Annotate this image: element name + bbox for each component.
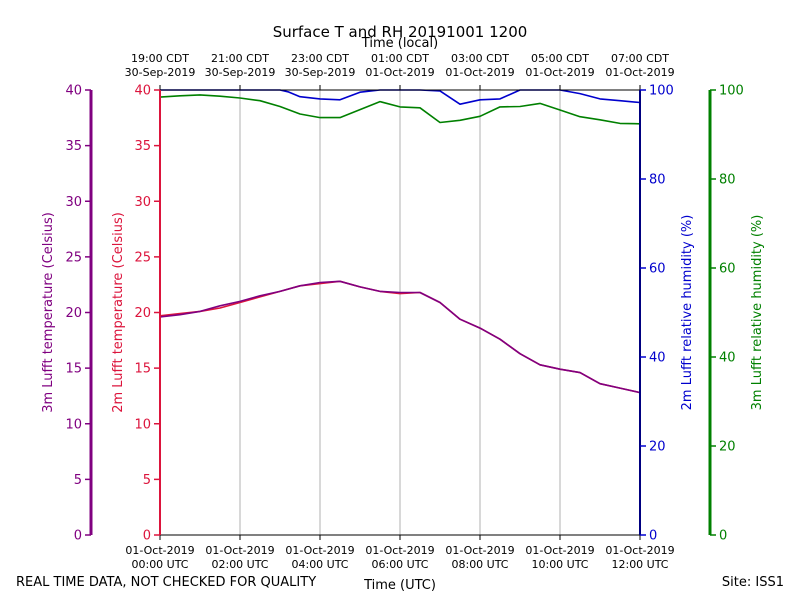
chart-title: Surface T and RH 20191001 1200	[273, 23, 528, 41]
x-tick-label-date: 01-Oct-2019	[205, 544, 274, 557]
y-tick-label-rh3m: 0	[719, 529, 727, 544]
y-tick-label-rh2m: 80	[649, 173, 666, 188]
x-tick-label-time: 04:00 UTC	[291, 558, 348, 571]
y-tick-label-rh2m: 40	[649, 351, 666, 366]
y-tick-label-temp3m: 20	[65, 306, 82, 321]
x-tick-label-date: 01-Oct-2019	[525, 544, 594, 557]
y-tick-label-rh3m: 40	[719, 351, 736, 366]
y-tick-label-rh2m: 60	[649, 262, 666, 277]
y-axis-label-temp2m: 2m Lufft temperature (Celsius)	[111, 212, 126, 413]
y-tick-label-rh2m: 20	[649, 440, 666, 455]
top-tick-label-date: 01-Oct-2019	[445, 66, 514, 79]
gridlines	[239, 90, 561, 535]
y-tick-label-rh3m: 100	[719, 84, 744, 99]
y-tick-label-temp2m: 35	[134, 139, 151, 154]
y-tick-label-temp3m: 15	[65, 362, 82, 377]
y-tick-label-temp3m: 10	[65, 417, 82, 432]
site-label: Site: ISS1	[721, 575, 784, 590]
y-axis-label-temp3m: 3m Lufft temperature (Celsius)	[41, 212, 56, 413]
y-tick-label-temp3m: 25	[65, 250, 82, 265]
y-tick-label-temp2m: 30	[134, 195, 151, 210]
y-tick-label-temp3m: 35	[65, 139, 82, 154]
y-tick-label-rh2m: 0	[649, 529, 657, 544]
x-tick-label-date: 01-Oct-2019	[365, 544, 434, 557]
top-tick-label-time: 19:00 CDT	[131, 52, 189, 65]
x-tick-label-time: 02:00 UTC	[211, 558, 268, 571]
y-tick-label-temp2m: 20	[134, 306, 151, 321]
x-tick-label-time: 12:00 UTC	[611, 558, 668, 571]
top-tick-label-date: 01-Oct-2019	[525, 66, 594, 79]
y-tick-label-temp3m: 0	[74, 529, 82, 544]
y-tick-label-temp2m: 10	[134, 417, 151, 432]
top-tick-label-date: 30-Sep-2019	[205, 66, 276, 79]
top-axis-label: Time (local)	[361, 36, 438, 51]
y-tick-label-rh3m: 80	[719, 173, 736, 188]
y-tick-label-temp3m: 5	[74, 473, 82, 488]
top-tick-label-date: 30-Sep-2019	[285, 66, 356, 79]
x-tick-label-date: 01-Oct-2019	[605, 544, 674, 557]
bottom-axis-label: Time (UTC)	[363, 578, 436, 593]
y-tick-label-temp2m: 0	[143, 529, 151, 544]
top-tick-label-time: 03:00 CDT	[451, 52, 509, 65]
y-tick-label-temp2m: 25	[134, 250, 151, 265]
y-tick-label-temp3m: 30	[65, 195, 82, 210]
top-tick-label-time: 07:00 CDT	[611, 52, 669, 65]
y-tick-label-temp2m: 5	[143, 473, 151, 488]
top-tick-label-date: 30-Sep-2019	[125, 66, 196, 79]
x-tick-label-time: 00:00 UTC	[131, 558, 188, 571]
y-tick-label-rh3m: 60	[719, 262, 736, 277]
top-tick-label-date: 01-Oct-2019	[605, 66, 674, 79]
y-tick-label-temp2m: 15	[134, 362, 151, 377]
top-tick-label-time: 23:00 CDT	[291, 52, 349, 65]
series-line-1	[159, 280, 641, 394]
y-tick-label-rh2m: 100	[649, 84, 674, 99]
x-tick-label-time: 10:00 UTC	[531, 558, 588, 571]
top-tick-label-time: 21:00 CDT	[211, 52, 269, 65]
series-line-3	[159, 94, 641, 125]
y-tick-label-rh3m: 20	[719, 440, 736, 455]
top-tick-label-time: 01:00 CDT	[371, 52, 429, 65]
y-axis-label-rh3m: 3m Lufft relative humidity (%)	[750, 215, 765, 411]
x-tick-label-date: 01-Oct-2019	[125, 544, 194, 557]
y-tick-label-temp3m: 40	[65, 84, 82, 99]
quality-disclaimer: REAL TIME DATA, NOT CHECKED FOR QUALITY	[16, 575, 317, 590]
x-tick-label-time: 06:00 UTC	[371, 558, 428, 571]
y-tick-label-temp2m: 40	[134, 84, 151, 99]
top-tick-label-date: 01-Oct-2019	[365, 66, 434, 79]
x-tick-label-time: 08:00 UTC	[451, 558, 508, 571]
x-tick-label-date: 01-Oct-2019	[285, 544, 354, 557]
x-tick-label-date: 01-Oct-2019	[445, 544, 514, 557]
top-tick-label-time: 05:00 CDT	[531, 52, 589, 65]
y-axis-label-rh2m: 2m Lufft relative humidity (%)	[680, 215, 695, 411]
